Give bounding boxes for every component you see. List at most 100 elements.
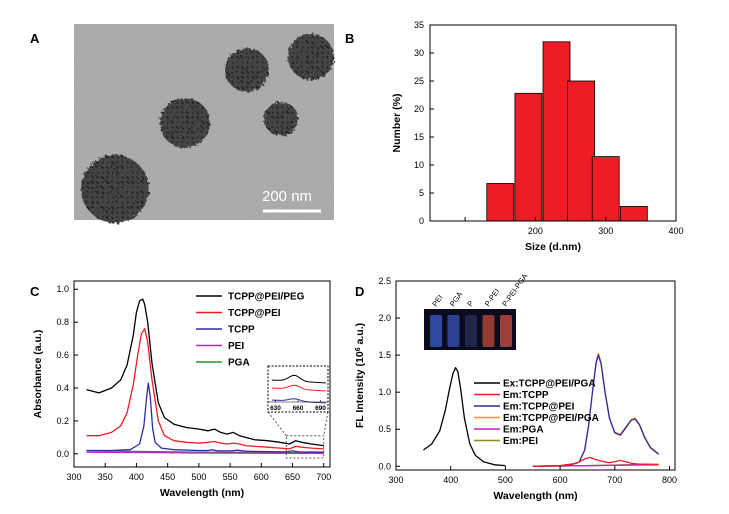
x-tick-label: 700 xyxy=(607,475,622,485)
legend-label: Em:TCPP xyxy=(503,390,549,401)
series-line xyxy=(86,298,324,447)
axes-frame xyxy=(395,280,676,471)
axes-frame xyxy=(73,280,331,468)
y-tick-label: 1.0 xyxy=(378,387,391,397)
y-axis-label: Absorbance (a.u.) xyxy=(32,330,44,419)
vial-label: PEI xyxy=(430,293,444,308)
tem-image: 200 nm xyxy=(74,24,334,223)
x-tick-label: 800 xyxy=(662,475,677,485)
y-tick-label: 15 xyxy=(414,132,424,142)
y-tick-label: 20 xyxy=(414,104,424,114)
nanoparticle xyxy=(225,48,269,92)
x-tick-label: 650 xyxy=(285,472,300,482)
y-tick-label: 1.5 xyxy=(378,350,391,360)
y-axis-label: Number (%) xyxy=(391,94,403,153)
zoom-connector xyxy=(267,411,287,437)
y-tick-label: 0.4 xyxy=(56,383,69,393)
x-tick-label: 300 xyxy=(388,475,403,485)
y-tick-label: 1.0 xyxy=(56,284,69,294)
series-line xyxy=(532,354,660,467)
bar xyxy=(591,156,620,222)
chart-b: 0 5 10 15 20 25 30 35 200 300 400 Size (d.nm) Number… xyxy=(391,20,684,253)
bar xyxy=(567,80,596,222)
x-axis-label: Wavelength (nm) xyxy=(160,487,244,499)
x-axis-label: Size (d.nm) xyxy=(525,241,581,253)
vial xyxy=(447,315,460,347)
inset-x-tick-label: 690 xyxy=(315,405,326,412)
series-line xyxy=(86,451,324,454)
legend-label: TCPP@PEI/PEG xyxy=(228,292,305,303)
vial xyxy=(430,315,442,347)
inset-series-line xyxy=(271,374,326,384)
legend-label: Em:TCPP@PEI xyxy=(503,402,575,413)
panel-label-c: C xyxy=(30,284,40,299)
nanoparticle xyxy=(288,34,334,80)
chart-d: 0.0 0.5 1.0 1.5 2.0 2.5 300 400 500 600 700 800 Wave… xyxy=(354,272,677,502)
bar xyxy=(542,41,571,222)
vial-label: PGA xyxy=(448,290,464,308)
bar xyxy=(514,92,543,222)
y-tick-label: 5 xyxy=(419,188,424,198)
y-tick-label: 2.5 xyxy=(378,276,391,286)
y-tick-label: 2.0 xyxy=(378,313,391,323)
series-line xyxy=(86,382,324,453)
legend-label: TCPP xyxy=(228,325,255,336)
x-tick-label: 500 xyxy=(191,472,206,482)
bar xyxy=(486,183,515,222)
x-tick-label: 400 xyxy=(668,226,683,236)
x-tick-label: 300 xyxy=(598,226,613,236)
legend-label: Em:PGA xyxy=(503,425,544,436)
y-axis-label-sup: 6 xyxy=(355,347,362,351)
y-axis-label: FL Intensity (106 a.u.) xyxy=(354,323,366,428)
y-axis-label-pre: FL Intensity (10 xyxy=(354,351,366,428)
bar xyxy=(619,206,648,222)
y-tick-label: 0.8 xyxy=(56,317,69,327)
x-tick-label: 450 xyxy=(160,472,175,482)
vial xyxy=(465,315,477,347)
y-tick-label: 35 xyxy=(414,20,424,30)
chart-c: 0.0 0.2 0.4 0.6 0.8 1.0 300 350 400 450 500 550 600 6… xyxy=(32,280,331,499)
x-tick-label: 400 xyxy=(129,472,144,482)
x-tick-label: 600 xyxy=(254,472,269,482)
y-tick-label: 25 xyxy=(414,76,424,86)
scale-bar-label: 200 nm xyxy=(262,188,312,205)
y-tick-label: 0.2 xyxy=(56,416,69,426)
y-tick-label: 30 xyxy=(414,48,424,58)
legend-label: Em:PEI xyxy=(503,436,538,447)
legend-label: TCPP@PEI xyxy=(228,308,281,319)
panel-label-b: B xyxy=(345,31,354,46)
zoom-connector xyxy=(323,411,329,436)
x-tick-label: 700 xyxy=(316,472,331,482)
inset-series-line xyxy=(271,384,326,392)
x-tick-label: 400 xyxy=(443,475,458,485)
x-tick-label: 200 xyxy=(528,226,543,236)
zoom-region xyxy=(285,435,325,459)
vial xyxy=(500,315,512,347)
inset-x-tick-label: 660 xyxy=(293,405,304,412)
y-tick-label: 10 xyxy=(414,160,424,170)
vial-label: P-PEI-PGA xyxy=(500,272,529,308)
series-line xyxy=(532,456,659,467)
inset-series-line xyxy=(271,398,326,404)
vial-label: P-PEI xyxy=(483,287,502,308)
legend-label: PEI xyxy=(228,341,244,352)
y-tick-label: 0.5 xyxy=(378,424,391,434)
legend-label: PGA xyxy=(228,358,250,369)
series-line xyxy=(86,328,324,450)
legend-label: Em:TCPP@PEI/PGA xyxy=(503,413,599,424)
vial xyxy=(482,315,495,347)
legend-label: Ex:TCPP@PEI/PGA xyxy=(503,379,596,390)
nanoparticles xyxy=(81,34,334,223)
y-axis-label-post: a.u.) xyxy=(354,323,366,348)
panel-label-a: A xyxy=(30,31,40,46)
panel-label-d: D xyxy=(355,284,364,299)
series-line xyxy=(423,367,506,467)
x-tick-label: 500 xyxy=(498,475,513,485)
y-tick-label: 0.0 xyxy=(56,449,69,459)
nanoparticle xyxy=(264,102,298,136)
y-tick-label: 0.0 xyxy=(378,461,391,471)
inset-x-tick-label: 630 xyxy=(270,405,281,412)
x-axis-label: Wavelength (nm) xyxy=(493,490,577,502)
x-tick-label: 600 xyxy=(553,475,568,485)
